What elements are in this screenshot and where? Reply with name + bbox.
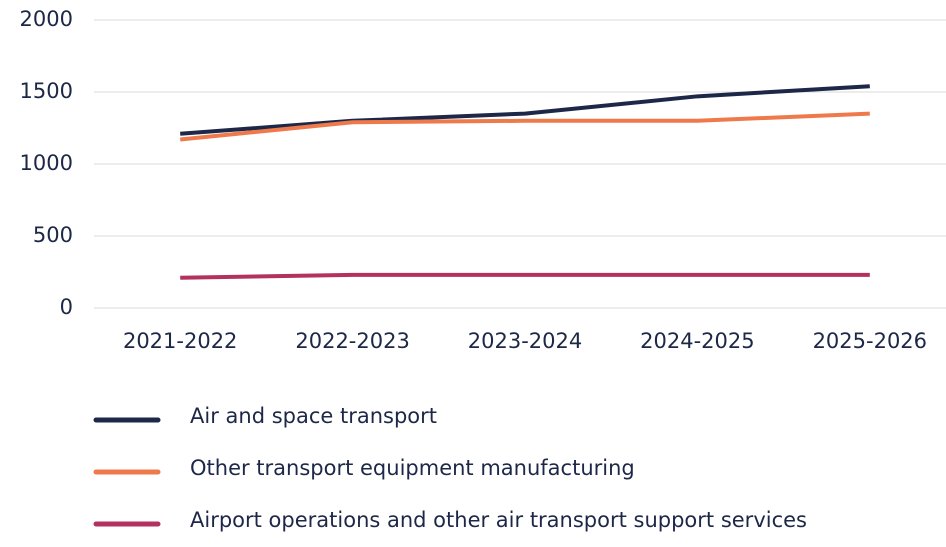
y-tick-label: 2000 bbox=[20, 7, 73, 31]
series-line bbox=[180, 111, 870, 142]
x-tick-label: 2021-2022 bbox=[123, 329, 237, 353]
y-tick-label: 1500 bbox=[20, 79, 73, 103]
x-tick-label: 2025-2026 bbox=[813, 329, 927, 353]
legend-label: Airport operations and other air transpo… bbox=[190, 508, 807, 532]
legend-label: Air and space transport bbox=[190, 404, 437, 428]
series-line bbox=[180, 84, 870, 136]
series-line bbox=[180, 272, 870, 280]
x-tick-label: 2024-2025 bbox=[640, 329, 754, 353]
x-tick-label: 2023-2024 bbox=[468, 329, 582, 353]
legend-label: Other transport equipment manufacturing bbox=[190, 456, 635, 480]
y-tick-label: 0 bbox=[60, 295, 73, 319]
y-tick-label: 1000 bbox=[20, 151, 73, 175]
y-tick-label: 500 bbox=[33, 223, 73, 247]
x-tick-label: 2022-2023 bbox=[295, 329, 409, 353]
